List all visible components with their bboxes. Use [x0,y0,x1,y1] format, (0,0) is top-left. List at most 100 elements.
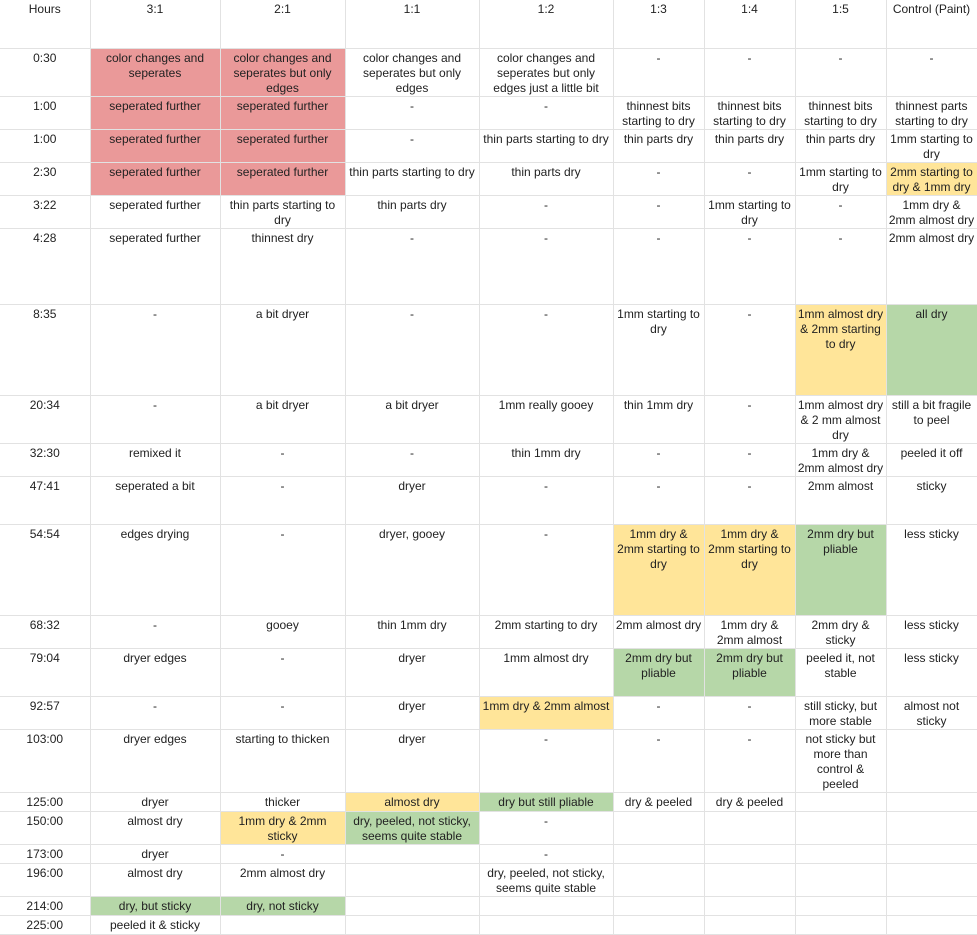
observation-cell[interactable]: - [612,47,705,97]
hours-cell[interactable]: 20:34 [0,394,91,444]
observation-cell[interactable] [794,843,887,864]
observation-cell[interactable]: all dry [885,303,977,396]
observation-cell[interactable]: less sticky [885,614,977,649]
observation-cell[interactable]: 1mm dry & 2mm sticky [219,810,346,845]
observation-cell[interactable]: dryer [344,728,480,793]
observation-cell[interactable]: dryer, gooey [344,523,480,616]
observation-cell[interactable] [612,862,705,897]
observation-cell[interactable]: - [612,161,705,196]
header-cell-ratio[interactable]: 2:1 [219,0,346,49]
observation-cell[interactable]: seperated further [89,161,221,196]
observation-cell[interactable] [794,862,887,897]
observation-cell[interactable]: sticky [885,475,977,525]
header-cell-ratio[interactable]: Control (Paint) [885,0,977,49]
observation-cell[interactable]: 2mm dry & sticky [794,614,887,649]
observation-cell[interactable] [478,914,614,935]
observation-cell[interactable]: thin 1mm dry [478,442,614,477]
observation-cell[interactable]: gooey [219,614,346,649]
hours-cell[interactable]: 103:00 [0,728,91,793]
header-cell-ratio[interactable]: 1:2 [478,0,614,49]
observation-cell[interactable]: - [703,695,796,730]
observation-cell[interactable] [344,895,480,916]
observation-cell[interactable] [703,843,796,864]
hours-cell[interactable]: 32:30 [0,442,91,477]
observation-cell[interactable]: 1mm dry & 2mm almost [703,614,796,649]
observation-cell[interactable]: - [344,227,480,305]
observation-cell[interactable] [794,810,887,845]
observation-cell[interactable]: - [478,227,614,305]
observation-cell[interactable]: 1mm really gooey [478,394,614,444]
header-cell-ratio[interactable]: 1:3 [612,0,705,49]
observation-cell[interactable]: 1mm dry & 2mm almost dry [794,442,887,477]
hours-cell[interactable]: 150:00 [0,810,91,845]
observation-cell[interactable]: - [219,523,346,616]
hours-cell[interactable]: 2:30 [0,161,91,196]
hours-cell[interactable]: 92:57 [0,695,91,730]
observation-cell[interactable]: - [344,128,480,163]
observation-cell[interactable]: dry & peeled [612,791,705,812]
observation-cell[interactable]: thin parts dry [478,161,614,196]
observation-cell[interactable]: - [703,728,796,793]
observation-cell[interactable] [344,843,480,864]
observation-cell[interactable]: thin parts dry [703,128,796,163]
observation-cell[interactable]: peeled it, not stable [794,647,887,697]
observation-cell[interactable]: less sticky [885,647,977,697]
observation-cell[interactable]: - [219,695,346,730]
observation-cell[interactable]: - [703,47,796,97]
observation-cell[interactable]: seperated further [89,194,221,229]
observation-cell[interactable]: dryer [89,843,221,864]
observation-cell[interactable]: seperated further [89,128,221,163]
observation-cell[interactable]: - [478,810,614,845]
observation-cell[interactable]: - [344,303,480,396]
observation-cell[interactable]: - [219,442,346,477]
observation-cell[interactable]: 1mm starting to dry [885,128,977,163]
observation-cell[interactable]: - [478,728,614,793]
observation-cell[interactable]: - [612,475,705,525]
observation-cell[interactable] [219,914,346,935]
observation-cell[interactable]: thin parts starting to dry [344,161,480,196]
observation-cell[interactable]: almost not sticky [885,695,977,730]
observation-cell[interactable]: seperated further [219,161,346,196]
observation-cell[interactable]: - [478,523,614,616]
observation-cell[interactable]: remixed it [89,442,221,477]
observation-cell[interactable]: dry, peeled, not sticky, seems quite sta… [478,862,614,897]
observation-cell[interactable]: seperated further [219,95,346,130]
observation-cell[interactable] [885,914,977,935]
hours-cell[interactable]: 47:41 [0,475,91,525]
observation-cell[interactable]: dryer [89,791,221,812]
observation-cell[interactable] [885,791,977,812]
observation-cell[interactable]: 1mm starting to dry [794,161,887,196]
observation-cell[interactable]: 2mm almost dry [885,227,977,305]
observation-cell[interactable]: 2mm starting to dry [478,614,614,649]
observation-cell[interactable]: 1mm dry & 2mm almost dry [885,194,977,229]
observation-cell[interactable]: - [794,47,887,97]
observation-cell[interactable] [344,914,480,935]
observation-cell[interactable]: 1mm almost dry & 2 mm almost dry [794,394,887,444]
observation-cell[interactable]: almost dry [89,862,221,897]
observation-cell[interactable]: - [794,227,887,305]
observation-cell[interactable] [794,791,887,812]
observation-cell[interactable] [612,914,705,935]
observation-cell[interactable]: seperated further [219,128,346,163]
observation-cell[interactable]: - [478,194,614,229]
observation-cell[interactable] [612,810,705,845]
observation-cell[interactable]: dryer edges [89,647,221,697]
observation-cell[interactable]: 2mm almost [794,475,887,525]
observation-cell[interactable]: thin parts dry [794,128,887,163]
observation-cell[interactable]: 2mm almost dry [219,862,346,897]
header-cell-ratio[interactable]: 1:4 [703,0,796,49]
observation-cell[interactable]: seperated a bit [89,475,221,525]
observation-cell[interactable]: - [703,161,796,196]
observation-cell[interactable]: seperated further [89,95,221,130]
observation-cell[interactable]: - [344,95,480,130]
observation-cell[interactable]: - [703,227,796,305]
observation-cell[interactable]: - [794,194,887,229]
observation-cell[interactable] [885,810,977,845]
observation-cell[interactable]: - [885,47,977,97]
header-cell-ratio[interactable]: 1:5 [794,0,887,49]
observation-cell[interactable]: - [89,614,221,649]
observation-cell[interactable] [885,895,977,916]
header-cell-hours[interactable]: Hours [0,0,91,49]
observation-cell[interactable]: thinnest bits starting to dry [612,95,705,130]
observation-cell[interactable]: starting to thicken [219,728,346,793]
